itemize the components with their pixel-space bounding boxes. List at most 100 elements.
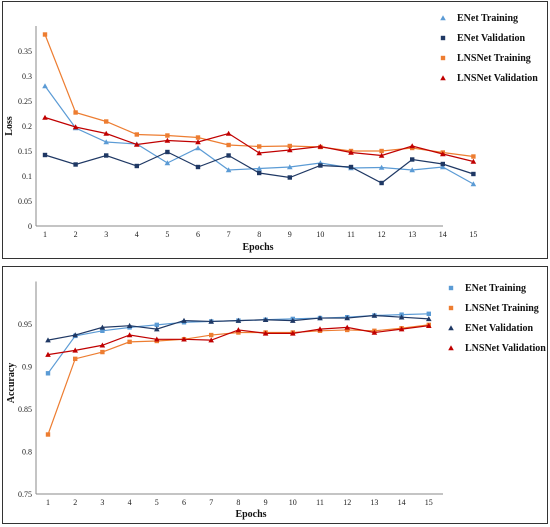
x-tick-label: 3 bbox=[104, 230, 108, 239]
data-point bbox=[398, 326, 405, 332]
accuracy-chart-panel: 0.75 0.8 0.85 0.9 0.95 1 2 3 4 5 6 7 8 9 10 11 12 13 14 15 E… bbox=[2, 266, 548, 524]
data-point bbox=[195, 145, 201, 151]
series-lnsnet-validation bbox=[45, 322, 432, 357]
data-point bbox=[348, 149, 354, 155]
x-tick-label: 13 bbox=[370, 498, 378, 507]
legend-marker bbox=[448, 345, 454, 351]
data-point bbox=[72, 124, 79, 130]
data-point bbox=[378, 152, 385, 158]
data-point bbox=[42, 114, 48, 120]
data-point bbox=[287, 143, 292, 149]
data-point bbox=[318, 163, 323, 168]
legend-entry: ENet Training bbox=[440, 13, 518, 24]
data-point bbox=[348, 164, 354, 170]
x-tick-label: 12 bbox=[378, 230, 386, 239]
series-enet-validation bbox=[42, 149, 476, 186]
data-point bbox=[134, 163, 139, 169]
data-point bbox=[287, 175, 292, 180]
x-tick-label: 7 bbox=[209, 498, 213, 507]
data-point bbox=[471, 154, 476, 159]
data-point bbox=[262, 330, 269, 336]
data-point bbox=[127, 339, 132, 345]
x-tick-label: 15 bbox=[425, 498, 433, 507]
x-tick-label: 10 bbox=[316, 230, 324, 239]
data-point bbox=[398, 314, 405, 320]
x-tick-label: 2 bbox=[73, 498, 77, 507]
data-point bbox=[154, 322, 159, 328]
series-lnsnet-training bbox=[42, 32, 476, 159]
x-tick-label: 4 bbox=[128, 498, 132, 507]
data-point bbox=[379, 180, 384, 186]
legend-entry: LNSNet Training bbox=[440, 53, 531, 64]
data-point bbox=[440, 151, 446, 157]
data-point bbox=[426, 311, 431, 316]
data-point bbox=[134, 132, 139, 137]
data-point bbox=[257, 144, 262, 149]
y-tick-label: 0.9 bbox=[22, 363, 32, 372]
data-point bbox=[195, 164, 201, 170]
data-point bbox=[103, 139, 109, 145]
data-point bbox=[226, 153, 231, 158]
data-point bbox=[378, 164, 385, 170]
legend-label: ENet Validation bbox=[465, 323, 534, 334]
y-axis-label: Loss bbox=[4, 116, 15, 136]
data-point bbox=[471, 171, 476, 177]
y-tick-label: 0.75 bbox=[18, 490, 32, 499]
data-point bbox=[181, 336, 187, 342]
legend-marker bbox=[448, 285, 454, 291]
data-point bbox=[287, 147, 293, 153]
series-lnsnet-training bbox=[45, 322, 431, 437]
data-point bbox=[317, 143, 324, 149]
legend-entry: ENet Training bbox=[448, 283, 526, 294]
loss-chart: 00.050.10.150.20.250.30.351 2 3 4 5 6 7 8 9 10 11 1… bbox=[4, 13, 538, 253]
legend-entry: LNSNet Training bbox=[448, 303, 539, 314]
y-tick-label: 0.3 bbox=[22, 72, 32, 81]
data-point bbox=[42, 83, 48, 89]
data-point bbox=[154, 326, 160, 332]
x-tick-label: 11 bbox=[347, 230, 355, 239]
data-point bbox=[164, 137, 171, 143]
data-point bbox=[104, 119, 109, 124]
series-enet-validation bbox=[45, 312, 432, 343]
data-point bbox=[42, 32, 48, 37]
x-tick-label: 9 bbox=[288, 230, 292, 239]
data-point bbox=[134, 141, 140, 147]
x-tick-label: 2 bbox=[74, 230, 78, 239]
y-tick-label: 0.95 bbox=[18, 320, 32, 329]
y-axis-label: Accuracy bbox=[6, 363, 17, 404]
data-point bbox=[195, 135, 201, 140]
legend-label: ENet Training bbox=[457, 13, 518, 24]
data-point bbox=[165, 133, 170, 138]
data-point bbox=[42, 152, 48, 158]
x-tick-label: 8 bbox=[236, 498, 240, 507]
y-tick-label: 0.1 bbox=[22, 172, 32, 181]
data-point bbox=[99, 342, 106, 348]
x-tick-label: 14 bbox=[398, 498, 406, 507]
y-tick-label: 0.85 bbox=[18, 405, 32, 414]
legend-entry: ENet Validation bbox=[440, 33, 526, 44]
data-point bbox=[371, 329, 378, 335]
legend-label: ENet Training bbox=[465, 283, 526, 294]
data-point bbox=[344, 315, 350, 321]
data-point bbox=[45, 371, 51, 376]
data-point bbox=[126, 322, 133, 328]
legend-label: LNSNet Training bbox=[465, 303, 539, 314]
y-tick-label: 0.35 bbox=[18, 47, 32, 56]
data-point bbox=[440, 164, 446, 170]
data-point bbox=[208, 337, 214, 343]
data-point bbox=[99, 324, 106, 330]
data-point bbox=[379, 148, 384, 154]
data-point bbox=[470, 158, 477, 164]
series-line bbox=[44, 34, 474, 158]
data-point bbox=[45, 351, 51, 357]
data-point bbox=[256, 150, 262, 156]
data-point bbox=[290, 330, 296, 336]
data-point bbox=[409, 167, 415, 173]
data-point bbox=[235, 317, 242, 323]
data-point bbox=[225, 167, 232, 173]
plot-area: 00.050.10.150.20.250.30.351 2 3 4 5 6 7 8 9 10 11 1… bbox=[4, 13, 538, 253]
series-lnsnet-validation bbox=[42, 114, 477, 164]
data-point bbox=[410, 157, 415, 162]
loss-chart-panel: 0 0.05 0.1 0.15 0.2 0.25 0.3 0.35 1 2 3 4 5 6 7 8 9 10 11 1… bbox=[2, 1, 548, 259]
legend-entry: ENet Validation bbox=[448, 323, 534, 334]
